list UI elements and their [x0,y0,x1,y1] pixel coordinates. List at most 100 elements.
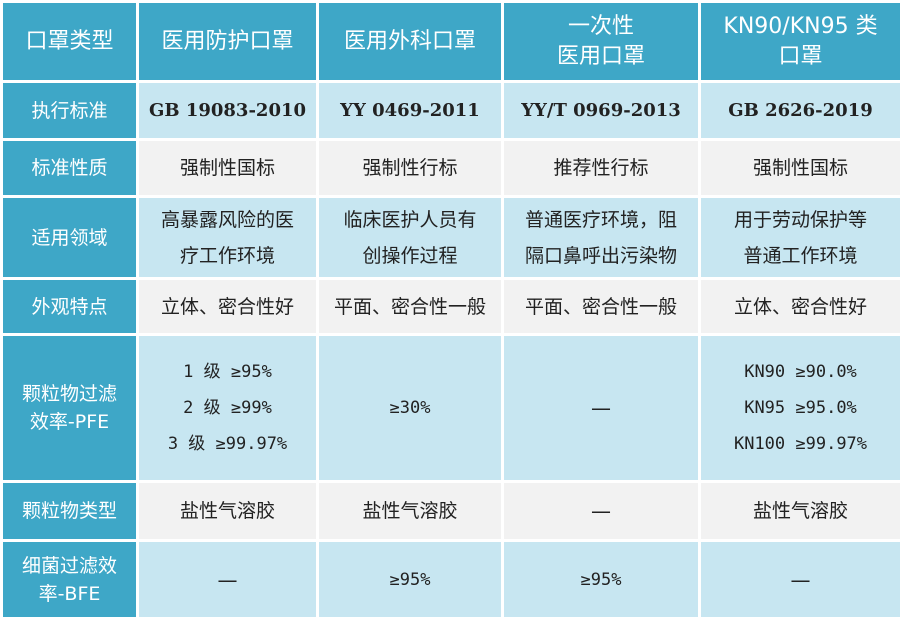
cell-text: 强制性国标 [180,157,275,179]
cell-text: KN100 ≥99.97% [701,426,900,462]
cell-text: 隔口鼻呼出污染物 [504,238,698,274]
cell-text: 强制性行标 [362,157,457,179]
table-cell: YY/T 0969-2013 [503,82,700,140]
table-cell: 平面、密合性一般 [318,279,503,335]
cell-text: 盐性气溶胶 [362,500,457,522]
header-corner-label: 口罩类型 [25,29,113,54]
table-cell: 临床医护人员有 创操作过程 [318,197,503,279]
table-cell: 普通医疗环境，阻 隔口鼻呼出污染物 [503,197,700,279]
header-col-disposable: 一次性 医用口罩 [503,2,700,82]
cell-text: KN95 ≥95.0% [701,390,900,426]
table-cell: 立体、密合性好 [138,279,318,335]
table-cell: — [700,541,900,619]
table-cell: 盐性气溶胶 [318,482,503,541]
table-cell: 盐性气溶胶 [700,482,900,541]
row-label: 适用领域 [2,197,138,279]
table-row-bfe: 细菌过滤效 率-BFE — ≥95% ≥95% — [2,541,900,619]
row-label: 标准性质 [2,140,138,197]
table-cell: 平面、密合性一般 [503,279,700,335]
table-cell: 用于劳动保护等 普通工作环境 [700,197,900,279]
cell-text: 临床医护人员有 [319,202,501,238]
table-row-standard: 执行标准 GB 19083-2010 YY 0469-2011 YY/T 096… [2,82,900,140]
cell-text: 创操作过程 [319,238,501,274]
cell-text: 盐性气溶胶 [180,500,275,522]
cell-text: 立体、密合性好 [734,296,867,318]
cell-text: — [218,568,238,592]
row-label-text: 效率-PFE [3,408,136,436]
header-line: 医用防护口罩 [139,27,316,57]
cell-text: ≥95% [390,570,431,590]
cell-text: GB 2626-2019 [728,100,873,121]
row-label: 颗粒物类型 [2,482,138,541]
table-cell: 高暴露风险的医 疗工作环境 [138,197,318,279]
row-label-text: 标准性质 [31,157,107,179]
header-line: KN90/KN95 类 [701,12,900,42]
cell-text: 3 级 ≥99.97% [139,426,316,462]
table-cell: KN90 ≥90.0% KN95 ≥95.0% KN100 ≥99.97% [700,335,900,482]
table-row-nature: 标准性质 强制性国标 强制性行标 推荐性行标 强制性国标 [2,140,900,197]
row-label: 执行标准 [2,82,138,140]
header-corner: 口罩类型 [2,2,138,82]
row-label-text: 外观特点 [31,296,107,318]
cell-text: 1 级 ≥95% [139,354,316,390]
header-col-surgical: 医用外科口罩 [318,2,503,82]
row-label: 外观特点 [2,279,138,335]
cell-text: 2 级 ≥99% [139,390,316,426]
cell-text: 用于劳动保护等 [701,202,900,238]
cell-text: — [591,499,611,523]
cell-text: — [591,396,611,420]
table-cell: 推荐性行标 [503,140,700,197]
row-label-text: 颗粒物过滤 [3,380,136,408]
cell-text: ≥30% [390,398,431,418]
cell-text: — [791,568,811,592]
row-label-text: 率-BFE [3,580,136,608]
cell-text: YY 0469-2011 [340,100,480,121]
table-cell: — [503,335,700,482]
table-cell: 1 级 ≥95% 2 级 ≥99% 3 级 ≥99.97% [138,335,318,482]
cell-text: ≥95% [581,570,622,590]
header-col-medical-protective: 医用防护口罩 [138,2,318,82]
table-row-particle-type: 颗粒物类型 盐性气溶胶 盐性气溶胶 — 盐性气溶胶 [2,482,900,541]
table-cell: 立体、密合性好 [700,279,900,335]
table-cell: 盐性气溶胶 [138,482,318,541]
table-row-pfe: 颗粒物过滤 效率-PFE 1 级 ≥95% 2 级 ≥99% 3 级 ≥99.9… [2,335,900,482]
cell-text: 推荐性行标 [553,157,648,179]
table-cell: ≥95% [503,541,700,619]
table-row-appearance: 外观特点 立体、密合性好 平面、密合性一般 平面、密合性一般 立体、密合性好 [2,279,900,335]
table-cell: ≥95% [318,541,503,619]
table-cell: 强制性国标 [700,140,900,197]
cell-text: 疗工作环境 [139,238,316,274]
cell-text: 普通医疗环境，阻 [504,202,698,238]
cell-text: 高暴露风险的医 [139,202,316,238]
cell-text: YY/T 0969-2013 [521,100,681,121]
cell-text: 平面、密合性一般 [525,296,677,318]
table-cell: GB 19083-2010 [138,82,318,140]
cell-text: 立体、密合性好 [161,296,294,318]
row-label-text: 颗粒物类型 [22,500,117,522]
cell-text: GB 19083-2010 [149,100,306,121]
table-cell: 强制性国标 [138,140,318,197]
cell-text: 平面、密合性一般 [334,296,486,318]
cell-text: KN90 ≥90.0% [701,354,900,390]
row-label-text: 细菌过滤效 [3,552,136,580]
row-label: 细菌过滤效 率-BFE [2,541,138,619]
table-cell: 强制性行标 [318,140,503,197]
table-row-application: 适用领域 高暴露风险的医 疗工作环境 临床医护人员有 创操作过程 普通医疗环境，… [2,197,900,279]
table-cell: YY 0469-2011 [318,82,503,140]
table-cell: — [503,482,700,541]
cell-text: 强制性国标 [753,157,848,179]
table-cell: — [138,541,318,619]
header-line: 一次性 [504,12,698,42]
cell-text: 盐性气溶胶 [753,500,848,522]
row-label-text: 适用领域 [31,227,107,249]
table-cell: GB 2626-2019 [700,82,900,140]
header-row: 口罩类型 医用防护口罩 医用外科口罩 一次性 医用口罩 KN90/KN95 类 … [2,2,900,82]
table-cell: ≥30% [318,335,503,482]
row-label: 颗粒物过滤 效率-PFE [2,335,138,482]
header-line: 口罩 [701,42,900,72]
header-line: 医用外科口罩 [319,27,501,57]
header-col-kn95: KN90/KN95 类 口罩 [700,2,900,82]
row-label-text: 执行标准 [31,100,107,122]
header-line: 医用口罩 [504,42,698,72]
